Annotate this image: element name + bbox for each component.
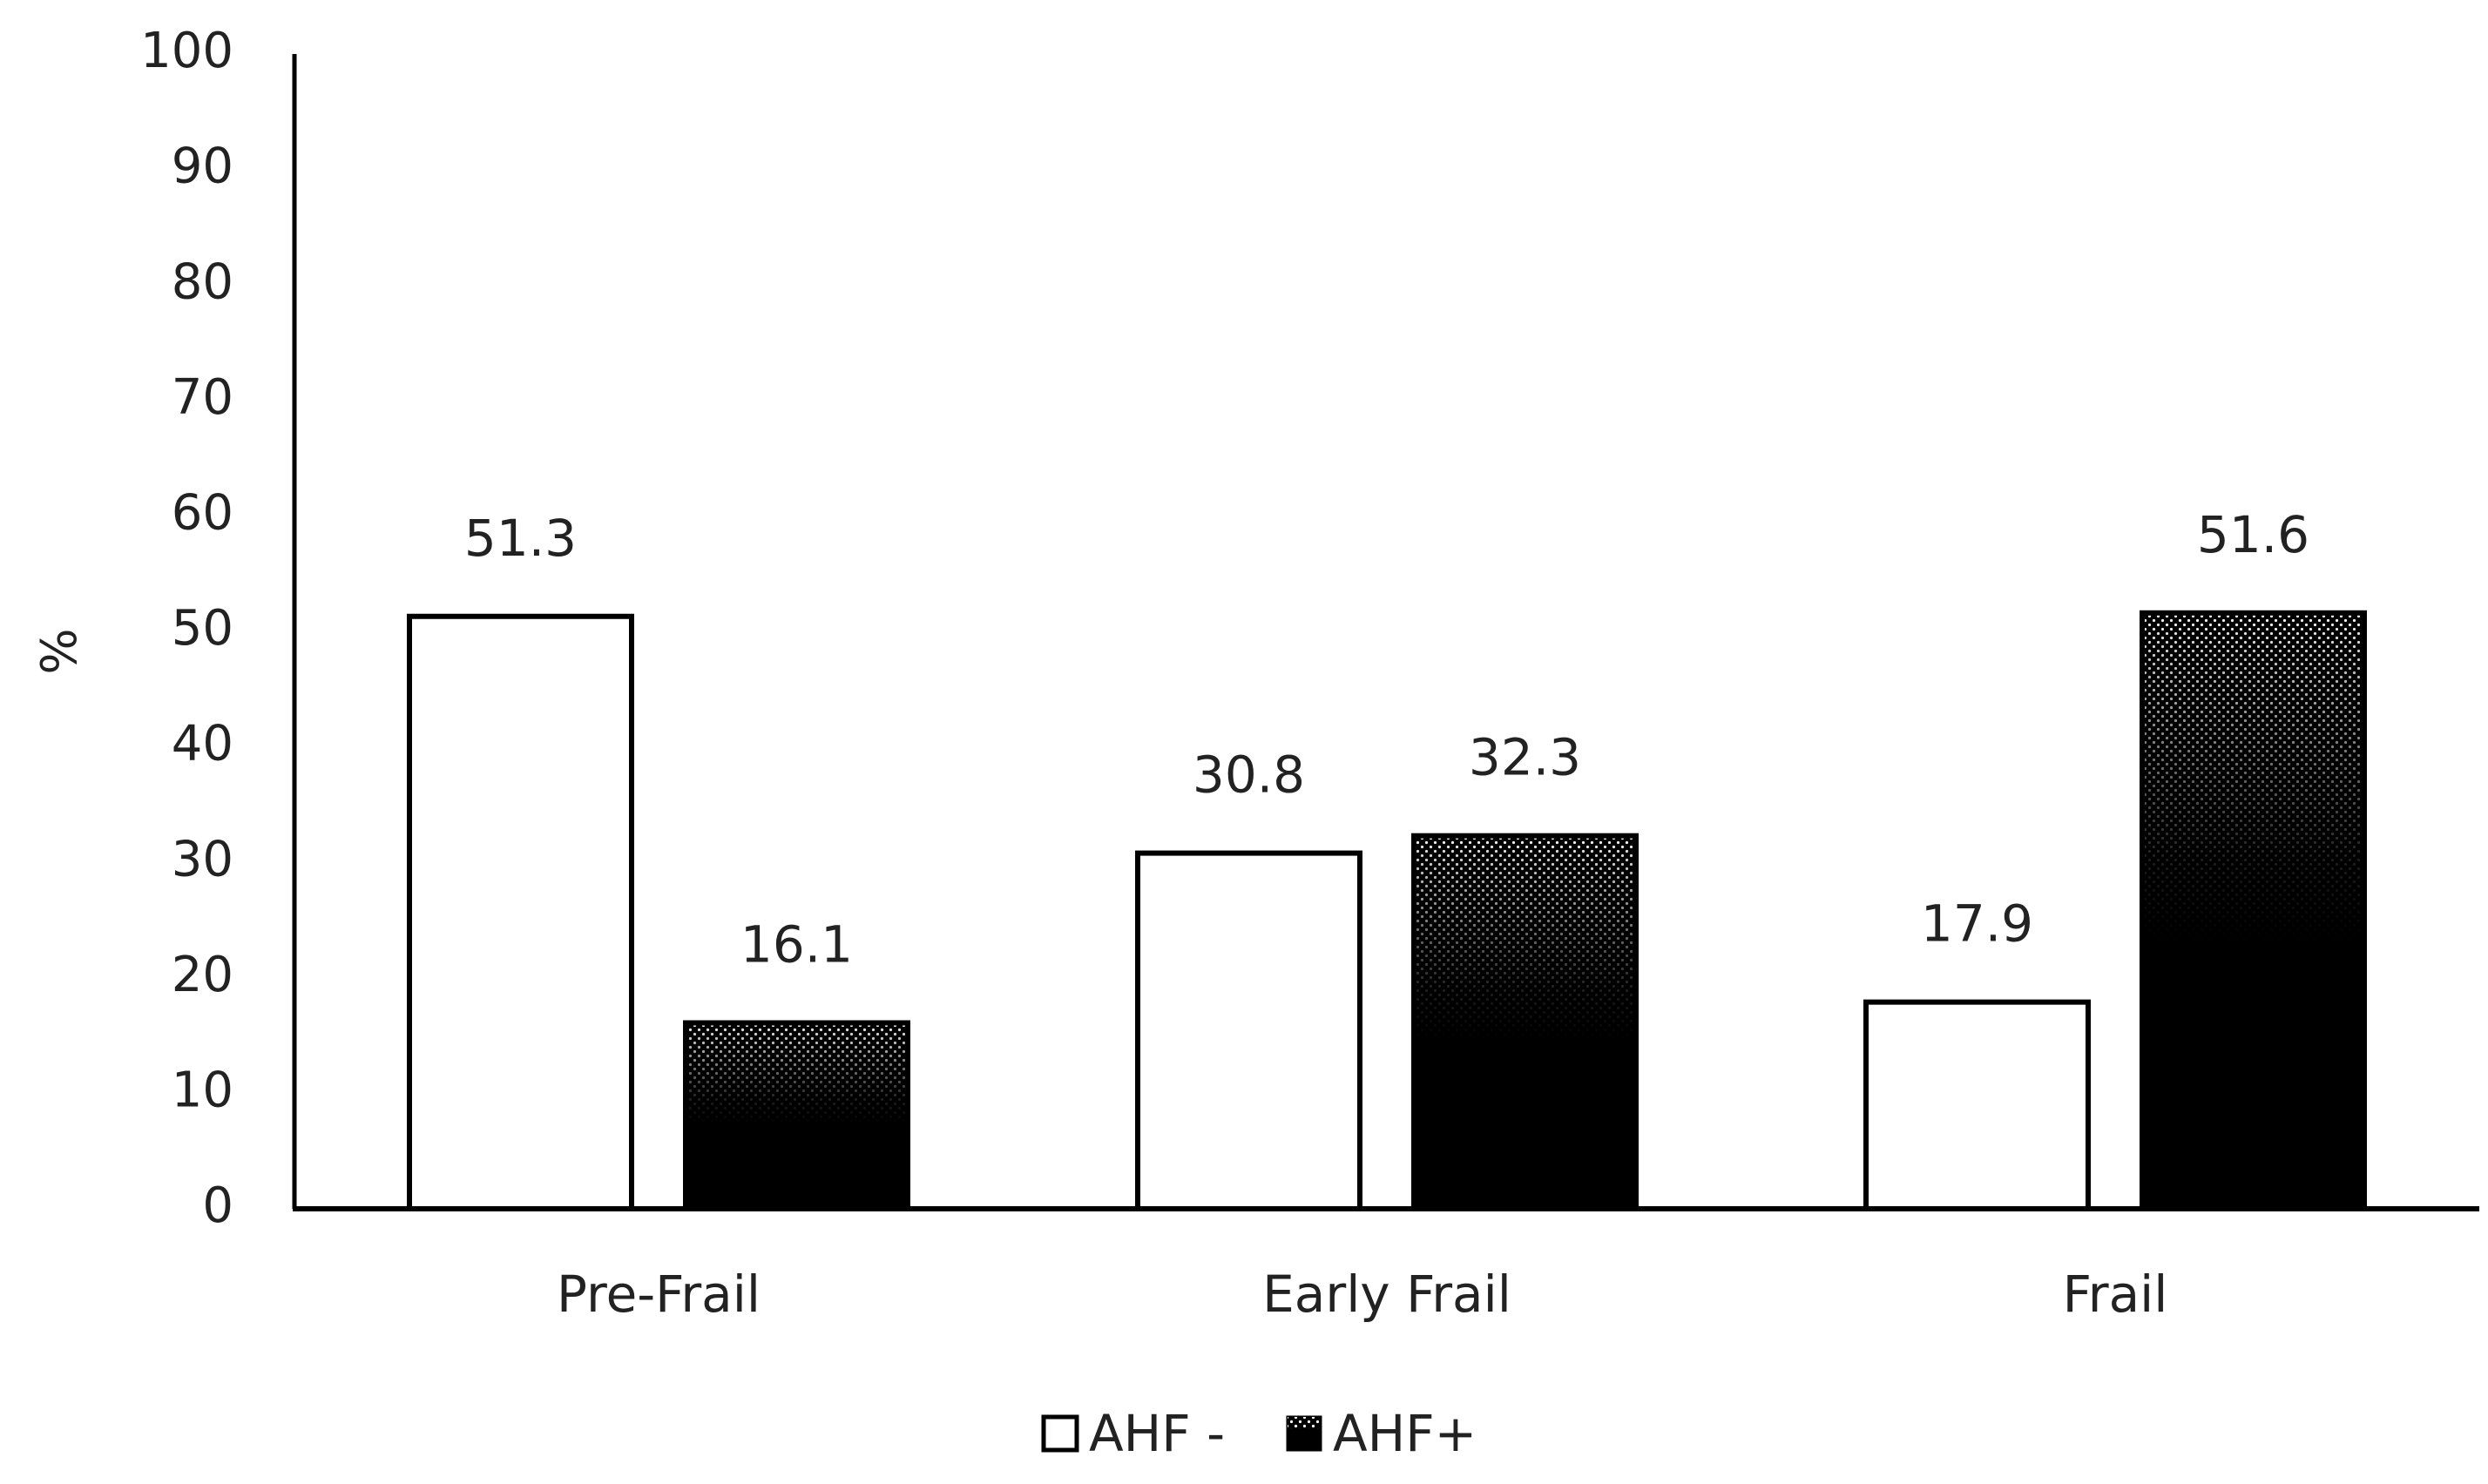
bar-ahf-minus [1863, 999, 2091, 1211]
y-tick-label: 80 [172, 253, 233, 310]
y-tick-label: 100 [140, 23, 233, 79]
y-tick-label: 70 [172, 369, 233, 426]
y-tick-label: 60 [172, 485, 233, 542]
y-tick-label: 0 [202, 1177, 233, 1234]
y-tick-label: 40 [172, 716, 233, 772]
bar-ahf-minus [1135, 850, 1362, 1211]
y-tick-label: 50 [172, 600, 233, 657]
bar-ahf-plus-outline [683, 1020, 910, 1212]
legend-label-ahf-plus: AHF+ [1333, 1404, 1477, 1463]
y-tick-label: 10 [172, 1062, 233, 1119]
y-axis-title: % [31, 628, 88, 674]
bar-ahf-plus [2140, 610, 2367, 1211]
legend-label-ahf-minus: AHF - [1089, 1404, 1225, 1463]
data-label-ahf-minus: 17.9 [1921, 894, 2033, 954]
bar-ahf-plus-stipple [686, 1022, 908, 1125]
y-tick-label: 90 [172, 138, 233, 195]
y-axis: 0 10 20 30 40 50 60 70 80 90 100 [140, 23, 297, 1234]
legend-swatch-ahf-plus-fade [1288, 1417, 1321, 1429]
bar-ahf-minus [407, 613, 634, 1211]
data-label-ahf-plus: 16.1 [740, 915, 853, 975]
legend-swatch-ahf-minus [1041, 1414, 1079, 1453]
x-category-label: Early Frail [1262, 1265, 1511, 1324]
data-label-ahf-plus: 32.3 [1469, 728, 1581, 787]
legend: AHF - AHF+ [1041, 1404, 1477, 1463]
bars [407, 610, 2367, 1212]
legend-item-ahf-minus: AHF - [1041, 1404, 1225, 1463]
bar-ahf-plus-stipple [1414, 835, 1636, 1042]
bar-ahf-plus-stipple [2142, 612, 2364, 941]
bar-ahf-plus [1411, 833, 1639, 1212]
y-tick-label: 20 [172, 947, 233, 1003]
data-labels: 51.3 16.1 30.8 32.3 17.9 51.6 [464, 505, 2309, 975]
category-labels: Pre-Frail Early Frail Frail [557, 1265, 2167, 1324]
x-category-label: Frail [2063, 1265, 2168, 1324]
data-label-ahf-plus: 51.6 [2197, 505, 2309, 564]
legend-item-ahf-plus: AHF+ [1286, 1404, 1477, 1463]
bar-ahf-plus-outline [2140, 610, 2367, 1211]
bar-ahf-plus [683, 1020, 910, 1212]
data-label-ahf-minus: 51.3 [464, 509, 577, 568]
data-label-ahf-minus: 30.8 [1193, 745, 1305, 805]
y-tick-label: 30 [172, 831, 233, 887]
bar-ahf-plus-outline [1411, 833, 1639, 1212]
x-category-label: Pre-Frail [557, 1265, 761, 1324]
